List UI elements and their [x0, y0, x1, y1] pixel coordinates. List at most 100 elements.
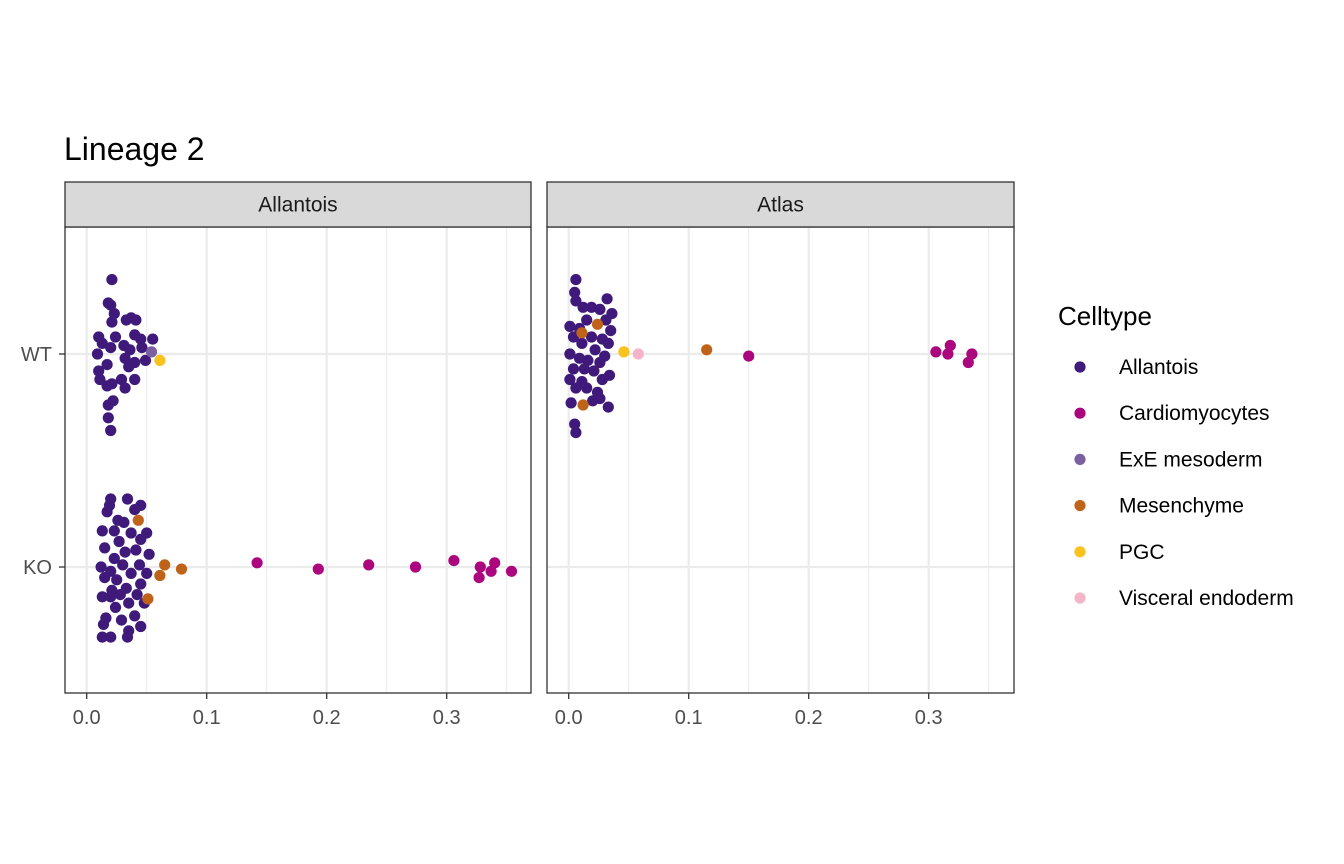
data-point [564, 348, 576, 360]
data-point [589, 344, 601, 356]
data-point [154, 569, 166, 582]
panel-background [547, 227, 1014, 693]
legend-key [1074, 361, 1086, 373]
data-point [106, 316, 118, 328]
data-point [118, 516, 130, 529]
data-point [577, 399, 589, 411]
data-point [102, 399, 114, 411]
data-point [591, 318, 604, 330]
data-point [114, 589, 126, 601]
data-point [567, 363, 580, 375]
data-point [93, 365, 105, 377]
data-point [119, 382, 131, 394]
data-point [564, 320, 576, 332]
data-point [135, 620, 147, 633]
data-point [101, 359, 113, 371]
data-point [743, 350, 755, 362]
data-point [966, 348, 978, 360]
legend-entry: Cardiomyocytes [1074, 402, 1270, 425]
data-point [448, 555, 460, 567]
x-tick-label: 0.3 [433, 707, 461, 729]
data-point [101, 506, 113, 518]
data-point [131, 589, 143, 601]
data-point [141, 567, 153, 580]
data-point [930, 346, 942, 358]
legend-key [1074, 407, 1086, 419]
data-point [565, 397, 577, 409]
facet-strip-label: Atlas [757, 194, 804, 217]
data-point [121, 493, 134, 505]
data-point [567, 331, 580, 343]
data-point [119, 352, 131, 364]
y-tick-label: KO [23, 557, 52, 579]
legend-label: Allantois [1119, 356, 1198, 379]
data-point [95, 561, 107, 573]
data-point [576, 337, 588, 349]
data-point [159, 559, 171, 571]
facet-panel-allantois: Allantois 0.0 0.1 0.2 0.3 [64, 181, 532, 729]
legend-label: Mesenchyme [1119, 495, 1244, 518]
legend-label: Visceral endoderm [1119, 587, 1294, 610]
data-point [124, 344, 136, 356]
data-point [99, 542, 111, 554]
data-point [135, 578, 147, 590]
data-point [944, 339, 956, 352]
data-point [570, 427, 582, 439]
data-point [108, 525, 120, 537]
x-tick-label: 0.0 [73, 707, 101, 729]
data-point [962, 356, 974, 369]
data-point [105, 424, 117, 437]
data-point [123, 597, 135, 609]
legend-key [1074, 592, 1086, 604]
data-point [564, 373, 576, 386]
data-point [570, 295, 582, 307]
data-point [96, 337, 108, 349]
data-point [130, 314, 142, 326]
data-point [605, 325, 617, 337]
data-point [108, 308, 120, 320]
data-point [133, 559, 146, 571]
data-point [570, 382, 582, 394]
data-point [143, 548, 155, 560]
data-point [136, 342, 148, 354]
data-point [94, 373, 106, 386]
data-point [105, 342, 117, 354]
data-point [602, 401, 614, 413]
data-point [251, 557, 263, 569]
data-point [142, 593, 154, 605]
data-point [111, 574, 123, 586]
data-point [113, 535, 125, 548]
data-point [594, 356, 606, 369]
data-point [588, 365, 600, 377]
data-point [125, 527, 137, 539]
data-point [96, 591, 108, 603]
data-point [632, 348, 644, 360]
legend-entry: Allantois [1074, 356, 1198, 379]
data-point [578, 363, 590, 375]
x-tick-label: 0.2 [795, 707, 823, 729]
data-point [119, 546, 131, 558]
data-point [582, 354, 594, 366]
data-point [139, 354, 152, 366]
data-point [581, 382, 593, 394]
data-point [585, 331, 598, 343]
data-point [105, 299, 117, 311]
data-point [363, 559, 375, 571]
x-tick-label: 0.0 [555, 707, 583, 729]
data-point [601, 293, 613, 305]
data-point [129, 610, 141, 622]
data-point [108, 552, 120, 565]
data-point [569, 286, 581, 298]
legend-entry: PGC [1074, 541, 1165, 564]
data-point [109, 601, 122, 614]
legend-entry: Mesenchyme [1074, 495, 1244, 518]
data-point [154, 354, 166, 366]
data-point [585, 301, 598, 313]
data-point [97, 618, 110, 631]
data-point [312, 563, 324, 575]
data-point [102, 412, 114, 424]
legend-label: Cardiomyocytes [1119, 402, 1270, 425]
data-point [594, 303, 606, 315]
legend-label: PGC [1119, 541, 1165, 564]
